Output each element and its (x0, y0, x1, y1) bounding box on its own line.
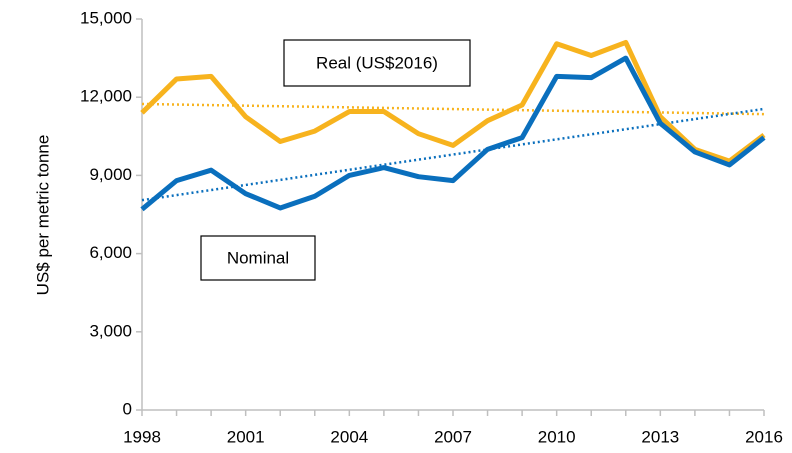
y-tick-label: 3,000 (89, 321, 132, 340)
y-tick-label: 12,000 (80, 87, 132, 106)
series-line (140, 55, 766, 212)
x-tick-label: 2010 (538, 427, 576, 446)
x-tick-label: 1998 (123, 427, 161, 446)
y-tick-label: 9,000 (89, 165, 132, 184)
y-axis-label: US$ per metric tonne (33, 135, 52, 296)
legend-box (283, 39, 471, 87)
x-tick-label: 2013 (641, 427, 679, 446)
x-tick-label: 2001 (227, 427, 265, 446)
series-line (140, 39, 766, 164)
y-tick-label: 15,000 (80, 8, 132, 27)
x-tick-label: 2007 (434, 427, 472, 446)
legend-label: Nominal (227, 248, 289, 267)
x-tick-label: 2016 (745, 427, 783, 446)
trend-line (141, 102, 765, 116)
legend-box (200, 235, 316, 281)
y-tick-label: 6,000 (89, 243, 132, 262)
legend-label: Real (US$2016) (316, 53, 438, 72)
x-tick-label: 2004 (330, 427, 368, 446)
y-tick-label: 0 (123, 399, 132, 418)
